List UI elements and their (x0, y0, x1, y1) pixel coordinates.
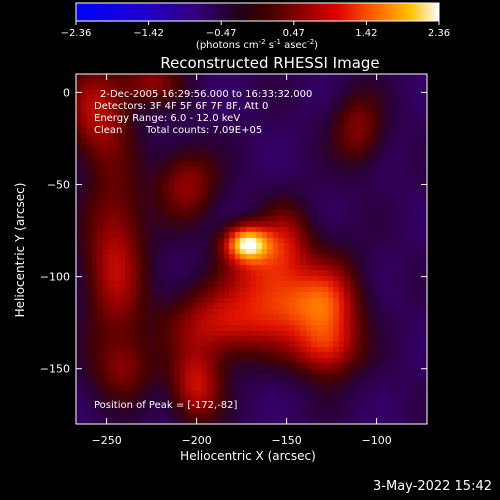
colorbar-tick-label: −0.47 (206, 28, 237, 39)
y-tick-label: −100 (40, 271, 70, 284)
colorbar-unit-label: (photons cm-2 s-1 asec-2) (196, 38, 318, 51)
x-tick-label: −250 (91, 434, 121, 447)
x-tick-label: −100 (361, 434, 391, 447)
colorbar-unit-prefix: (photons cm (196, 40, 259, 51)
y-tick-label: −50 (47, 179, 70, 192)
total-counts-label: Total counts: 7.09E+05 (145, 125, 262, 136)
time-range-label: 2-Dec-2005 16:29:56.000 to 16:33:32.000 (100, 89, 312, 100)
colorbar-unit-sup2: -1 (274, 38, 281, 46)
colorbar (75, 2, 440, 22)
energy-range-label: Energy Range: 6.0 - 12.0 keV (94, 113, 240, 124)
plot-frame (75, 73, 428, 425)
y-tick-label: 0 (63, 86, 70, 99)
colorbar-tick-label: −1.42 (133, 28, 164, 39)
y-axis-ticks: 0 −50 −100 −150 (40, 86, 427, 376)
heatmap-image (76, 74, 427, 424)
colorbar-tick-label: 2.36 (428, 28, 450, 39)
colorbar-ticks: −2.36 −1.42 −0.47 0.47 1.42 2.36 (61, 21, 450, 39)
x-axis-label: Heliocentric X (arcsec) (180, 449, 316, 463)
colorbar-tick-label: 1.42 (355, 28, 377, 39)
x-axis-ticks: −250 −200 −150 −100 (91, 74, 392, 447)
colorbar-unit-mid1: s (266, 40, 274, 51)
colorbar-unit-sup3: -2 (307, 38, 314, 46)
chart-title: Reconstructed RHESSI Image (160, 54, 379, 72)
colorbar-tick-label: −2.36 (61, 28, 92, 39)
peak-position-label: Position of Peak = [-172,-82] (94, 400, 238, 411)
clean-label: Clean (94, 125, 122, 136)
y-tick-label: −150 (40, 363, 70, 376)
colorbar-tick-label: 0.47 (283, 28, 305, 39)
colorbar-unit-sup1: -2 (259, 38, 266, 46)
timestamp: 3-May-2022 15:42 (373, 479, 492, 494)
x-tick-label: −150 (271, 434, 301, 447)
colorbar-unit-mid2: asec (281, 40, 307, 51)
colorbar-unit-suffix: ) (314, 40, 318, 51)
detectors-label: Detectors: 3F 4F 5F 6F 7F 8F, Att 0 (94, 101, 268, 112)
y-axis-label: Heliocentric Y (arcsec) (13, 183, 27, 318)
x-tick-label: −200 (181, 434, 211, 447)
